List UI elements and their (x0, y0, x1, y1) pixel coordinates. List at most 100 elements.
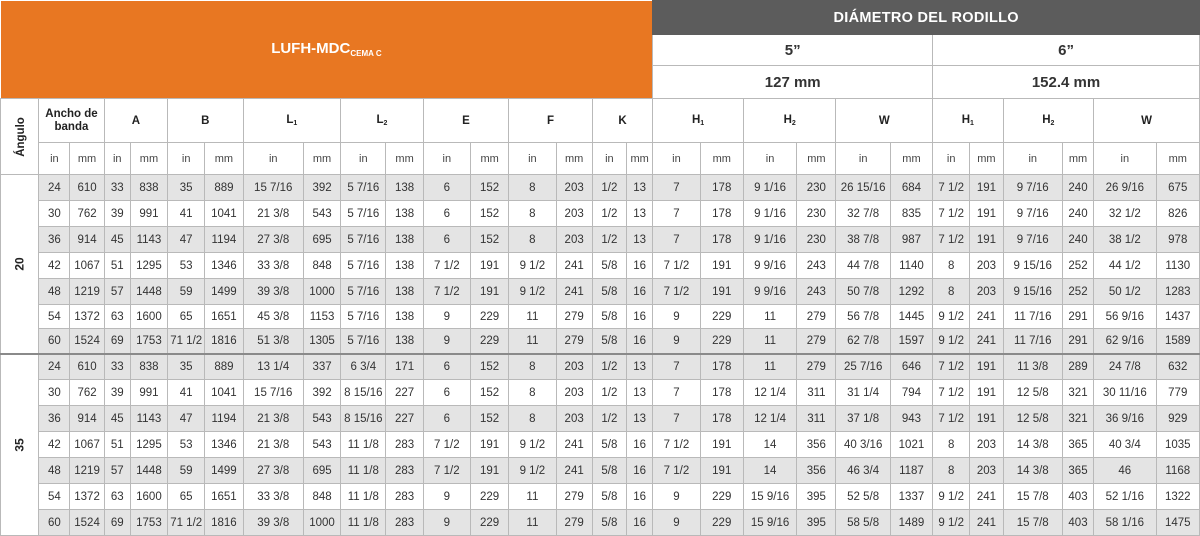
table-cell: 11 7/16 (1002, 304, 1063, 329)
table-cell: 38 7/8 (835, 226, 891, 253)
table-cell: 14 (742, 431, 798, 458)
table-cell: 684 (889, 174, 934, 201)
table-cell: 13 (625, 200, 654, 227)
table-cell: 279 (555, 483, 593, 510)
table-cell: 16 (625, 252, 654, 279)
unit-mm-label: mm (469, 142, 510, 175)
table-cell: 9 7/16 (1002, 200, 1063, 227)
angle-value: 20 (12, 257, 27, 271)
table-cell: 40 3/16 (835, 431, 891, 458)
table-cell: 1448 (129, 278, 169, 305)
angle-header: Ángulo (0, 98, 40, 175)
table-cell: 646 (889, 352, 934, 380)
table-cell: 178 (699, 174, 744, 201)
table-cell: 7 (652, 405, 701, 432)
table-cell: 7 1/2 (422, 431, 471, 458)
table-cell: 35 (167, 174, 206, 201)
table-row: 30 762 39 991 41 1041 21 3/8 543 5 7/16 138 6 152 8 2… (1, 200, 1200, 227)
table-cell: 914 (69, 226, 105, 253)
table-cell: 36 (38, 405, 71, 432)
table-cell: 54 (38, 483, 71, 510)
table-cell: 31 1/4 (835, 379, 891, 406)
table-cell: 12 1/4 (742, 379, 798, 406)
table-cell: 7 1/2 (652, 278, 701, 305)
table-cell: 914 (69, 405, 105, 432)
table-cell: 27 3/8 (242, 457, 304, 484)
table-cell: 35 (167, 352, 206, 380)
table-cell: 12 5/8 (1002, 405, 1063, 432)
table-row: 30 762 39 991 41 1041 15 7/16 392 8 15/16 227 6 152… (1, 379, 1200, 406)
table-cell: 37 1/8 (835, 405, 891, 432)
table-cell: 191 (969, 405, 1004, 432)
table-cell: 1437 (1155, 304, 1200, 329)
table-cell: 30 (38, 379, 71, 406)
table-cell: 826 (1155, 200, 1200, 227)
table-cell: 365 (1061, 457, 1095, 484)
spec-table-body: 20 24 610 33 838 35 889 15 7/16 392 5 7/16 138 6 152… (0, 174, 1200, 536)
table-cell: 152 (469, 200, 510, 227)
table-cell: 191 (699, 457, 744, 484)
table-cell: 5/8 (591, 431, 627, 458)
table-cell: 7 (652, 379, 701, 406)
table-cell: 33 (103, 174, 131, 201)
table-cell: 26 15/16 (835, 174, 891, 201)
table-cell: 152 (469, 226, 510, 253)
table-cell: 1372 (69, 304, 105, 329)
table-cell: 229 (699, 304, 744, 329)
table-cell: 8 (932, 431, 971, 458)
table-cell: 6 (422, 200, 471, 227)
table-cell: 65 (167, 483, 206, 510)
table-cell: 1372 (69, 483, 105, 510)
table-cell: 356 (796, 457, 837, 484)
table-cell: 9 1/16 (742, 174, 798, 201)
table-cell: 230 (796, 200, 837, 227)
table-cell: 1283 (1155, 278, 1200, 305)
table-cell: 59 (167, 278, 206, 305)
table-cell: 8 (508, 200, 557, 227)
table-row: 48 1219 57 1448 59 1499 27 3/8 695 11 1/8 283 7 1/… (1, 457, 1200, 484)
table-cell: 9 1/2 (508, 457, 557, 484)
table-cell: 1/2 (591, 174, 627, 201)
table-cell: 610 (69, 174, 105, 201)
table-row: 35 24 610 33 838 35 889 13 1/4 337 6 3/4 171 6 152 8 2… (0, 352, 1200, 536)
table-cell: 51 (103, 431, 131, 458)
table-cell: 1067 (69, 431, 105, 458)
table-cell: 8 (508, 174, 557, 201)
table-cell: 1130 (1155, 252, 1200, 279)
table-cell: 1524 (69, 328, 105, 354)
table-cell: 8 (508, 379, 557, 406)
table-cell: 59 (167, 457, 206, 484)
unit-mm-label: mm (699, 142, 744, 175)
table-cell: 62 7/8 (835, 328, 891, 354)
table-cell: 1499 (204, 278, 244, 305)
table-cell: 57 (103, 457, 131, 484)
unit-in-label: in (340, 142, 387, 175)
table-cell: 50 7/8 (835, 278, 891, 305)
table-cell: 11 7/16 (1002, 328, 1063, 354)
table-cell: 9 1/2 (508, 431, 557, 458)
table-cell: 9 7/16 (1002, 226, 1063, 253)
roller-diameter-title: DIÁMETRO DEL RODILLO (652, 0, 1200, 35)
table-cell: 7 1/2 (422, 252, 471, 279)
table-cell: 9 15/16 (1002, 252, 1063, 279)
table-cell: 27 3/8 (242, 226, 304, 253)
table-cell: 15 9/16 (742, 483, 798, 510)
table-cell: 21 3/8 (242, 431, 304, 458)
unit-mm-label: mm (302, 142, 342, 175)
table-cell: 8 (508, 405, 557, 432)
table-cell: 279 (796, 304, 837, 329)
table-cell: 44 1/2 (1093, 252, 1157, 279)
table-cell: 39 (103, 379, 131, 406)
table-cell: 1067 (69, 252, 105, 279)
table-cell: 53 (167, 431, 206, 458)
table-cell: 241 (555, 431, 593, 458)
table-cell: 1021 (889, 431, 934, 458)
table-cell: 138 (385, 278, 424, 305)
table-cell: 9 1/16 (742, 226, 798, 253)
table-row: 42 1067 51 1295 53 1346 21 3/8 543 11 1/8 283 7 1/… (1, 431, 1200, 458)
table-cell: 229 (469, 328, 510, 354)
table-cell: 178 (699, 379, 744, 406)
table-cell: 16 (625, 328, 654, 354)
table-cell: 63 (103, 304, 131, 329)
table-cell: 762 (69, 379, 105, 406)
